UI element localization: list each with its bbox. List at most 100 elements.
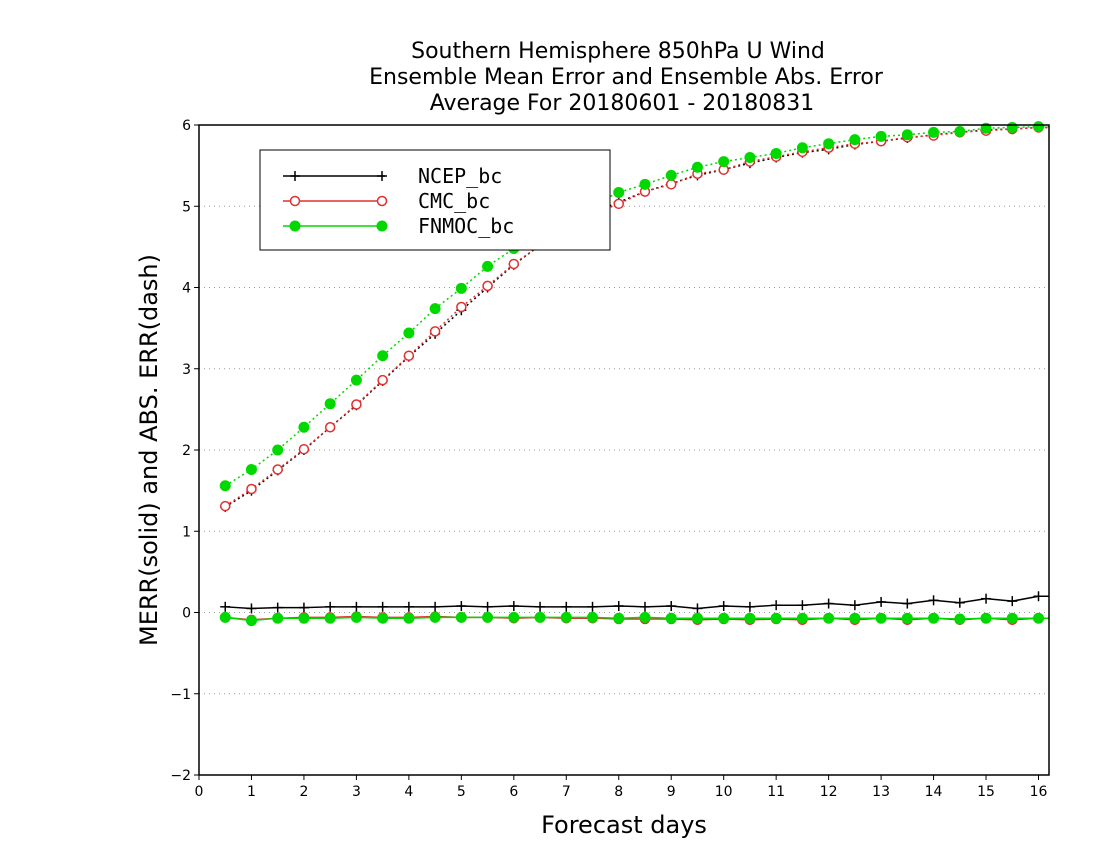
- mean-error-point: [876, 596, 887, 607]
- mean-error-point: [849, 600, 860, 611]
- abs-error-point: [665, 179, 677, 190]
- abs-error-point: [482, 260, 494, 272]
- mean-error-point: [823, 598, 834, 609]
- mean-error-point: [272, 602, 283, 613]
- x-tick-label: 3: [352, 784, 361, 800]
- abs-error-point: [823, 138, 835, 150]
- abs-error-point: [1033, 121, 1045, 133]
- y-tick-label: 5: [182, 199, 191, 215]
- mean-error-point: [325, 601, 336, 612]
- mean-error-point: [324, 612, 336, 624]
- mean-error-point: [403, 612, 415, 624]
- mean-error-point: [508, 611, 520, 623]
- mean-error-point: [954, 613, 966, 625]
- x-tick-label: 10: [715, 784, 733, 800]
- mean-error-point: [272, 612, 284, 624]
- legend-marker: [377, 171, 387, 181]
- legend-label: CMC_bc: [418, 189, 490, 213]
- abs-error-point: [613, 198, 625, 210]
- mean-error-point: [351, 601, 362, 612]
- mean-error-point: [429, 611, 441, 623]
- abs-error-point: [770, 147, 782, 159]
- mean-error-point: [298, 612, 310, 624]
- abs-error-point: [298, 421, 310, 433]
- abs-error-point: [613, 186, 625, 198]
- mean-error-point: [455, 611, 467, 623]
- legend-entry-ncep-bc: NCEP_bc: [283, 164, 502, 188]
- abs-error-point: [744, 152, 756, 163]
- legend-label: FNMOC_bc: [418, 214, 514, 238]
- y-tick-label: 3: [182, 362, 191, 378]
- legend-label: NCEP_bc: [418, 164, 502, 188]
- mean-error-point: [928, 595, 939, 606]
- mean-error-point: [901, 612, 913, 624]
- mean-error-point: [849, 612, 861, 624]
- x-tick-label: 1: [247, 784, 256, 800]
- mean-error-point: [797, 600, 808, 611]
- abs-error-point: [272, 464, 283, 475]
- abs-error-point: [246, 483, 257, 495]
- mean-error-point: [692, 603, 703, 614]
- mean-error-point: [560, 611, 572, 623]
- mean-error-point: [718, 612, 730, 624]
- abs-error-point: [272, 444, 284, 456]
- abs-error-point: [350, 374, 362, 386]
- x-tick-label: 6: [509, 784, 518, 800]
- x-tick-label: 7: [562, 784, 571, 800]
- mean-error-point: [587, 601, 598, 612]
- legend-box: [259, 149, 611, 251]
- mean-error-point: [245, 615, 257, 627]
- mean-error-point: [771, 600, 782, 611]
- abs-error-point: [718, 156, 730, 168]
- abs-error-point: [429, 303, 441, 315]
- x-tick-label: 9: [667, 784, 676, 800]
- abs-error-point: [508, 258, 520, 270]
- mean-error-point: [219, 611, 231, 623]
- mean-error-point: [377, 612, 389, 624]
- series-group: [219, 121, 1049, 627]
- mean-error-point: [456, 601, 467, 611]
- abs-error-point: [245, 464, 257, 475]
- x-tick-label: 4: [404, 784, 413, 800]
- legend-marker: [289, 195, 301, 207]
- mean-error-point: [482, 611, 494, 623]
- abs-error-point: [298, 443, 310, 455]
- legend-entry-fnmoc-bc: FNMOC_bc: [283, 214, 514, 238]
- abs-error-point: [849, 134, 861, 146]
- mean-error-point: [981, 593, 992, 604]
- mean-error-point: [691, 612, 703, 624]
- mean-error-line: [225, 595, 1049, 610]
- mean-error-point: [403, 601, 414, 612]
- legend-marker: [290, 171, 300, 181]
- mean-error-point: [902, 598, 913, 609]
- abs-error-point: [639, 178, 651, 190]
- mean-error-point: [613, 612, 625, 624]
- legend-marker: [289, 220, 301, 232]
- mean-error-point: [220, 601, 231, 612]
- mean-error-point: [246, 603, 257, 614]
- x-tick-label: 5: [457, 784, 466, 800]
- gridlines: [199, 205, 1049, 695]
- legend-marker: [376, 220, 388, 232]
- abs-error-point: [796, 142, 808, 154]
- abs-error-point: [324, 398, 336, 410]
- abs-error-point: [429, 326, 441, 337]
- y-tick-label: 2: [182, 443, 191, 459]
- y-axis-label: MERR(solid) and ABS. ERR(dash): [135, 254, 163, 646]
- mean-error-point: [639, 601, 650, 612]
- x-tick-label: 2: [299, 784, 308, 800]
- mean-error-point: [744, 601, 755, 612]
- abs-error-point: [377, 350, 389, 362]
- mean-error-point: [535, 601, 546, 612]
- mean-error-point: [666, 601, 677, 611]
- x-tick-label: 8: [614, 784, 623, 800]
- abs-error-point: [875, 130, 887, 142]
- y-tick-label: 0: [182, 606, 191, 622]
- abs-error-point: [219, 500, 231, 512]
- abs-error-point: [219, 480, 231, 492]
- y-tick-label: 4: [182, 281, 191, 297]
- abs-error-point: [901, 129, 913, 141]
- series-fnmoc-bc: [219, 121, 1049, 627]
- chart-title-line-2: Ensemble Mean Error and Ensemble Abs. Er…: [369, 65, 884, 90]
